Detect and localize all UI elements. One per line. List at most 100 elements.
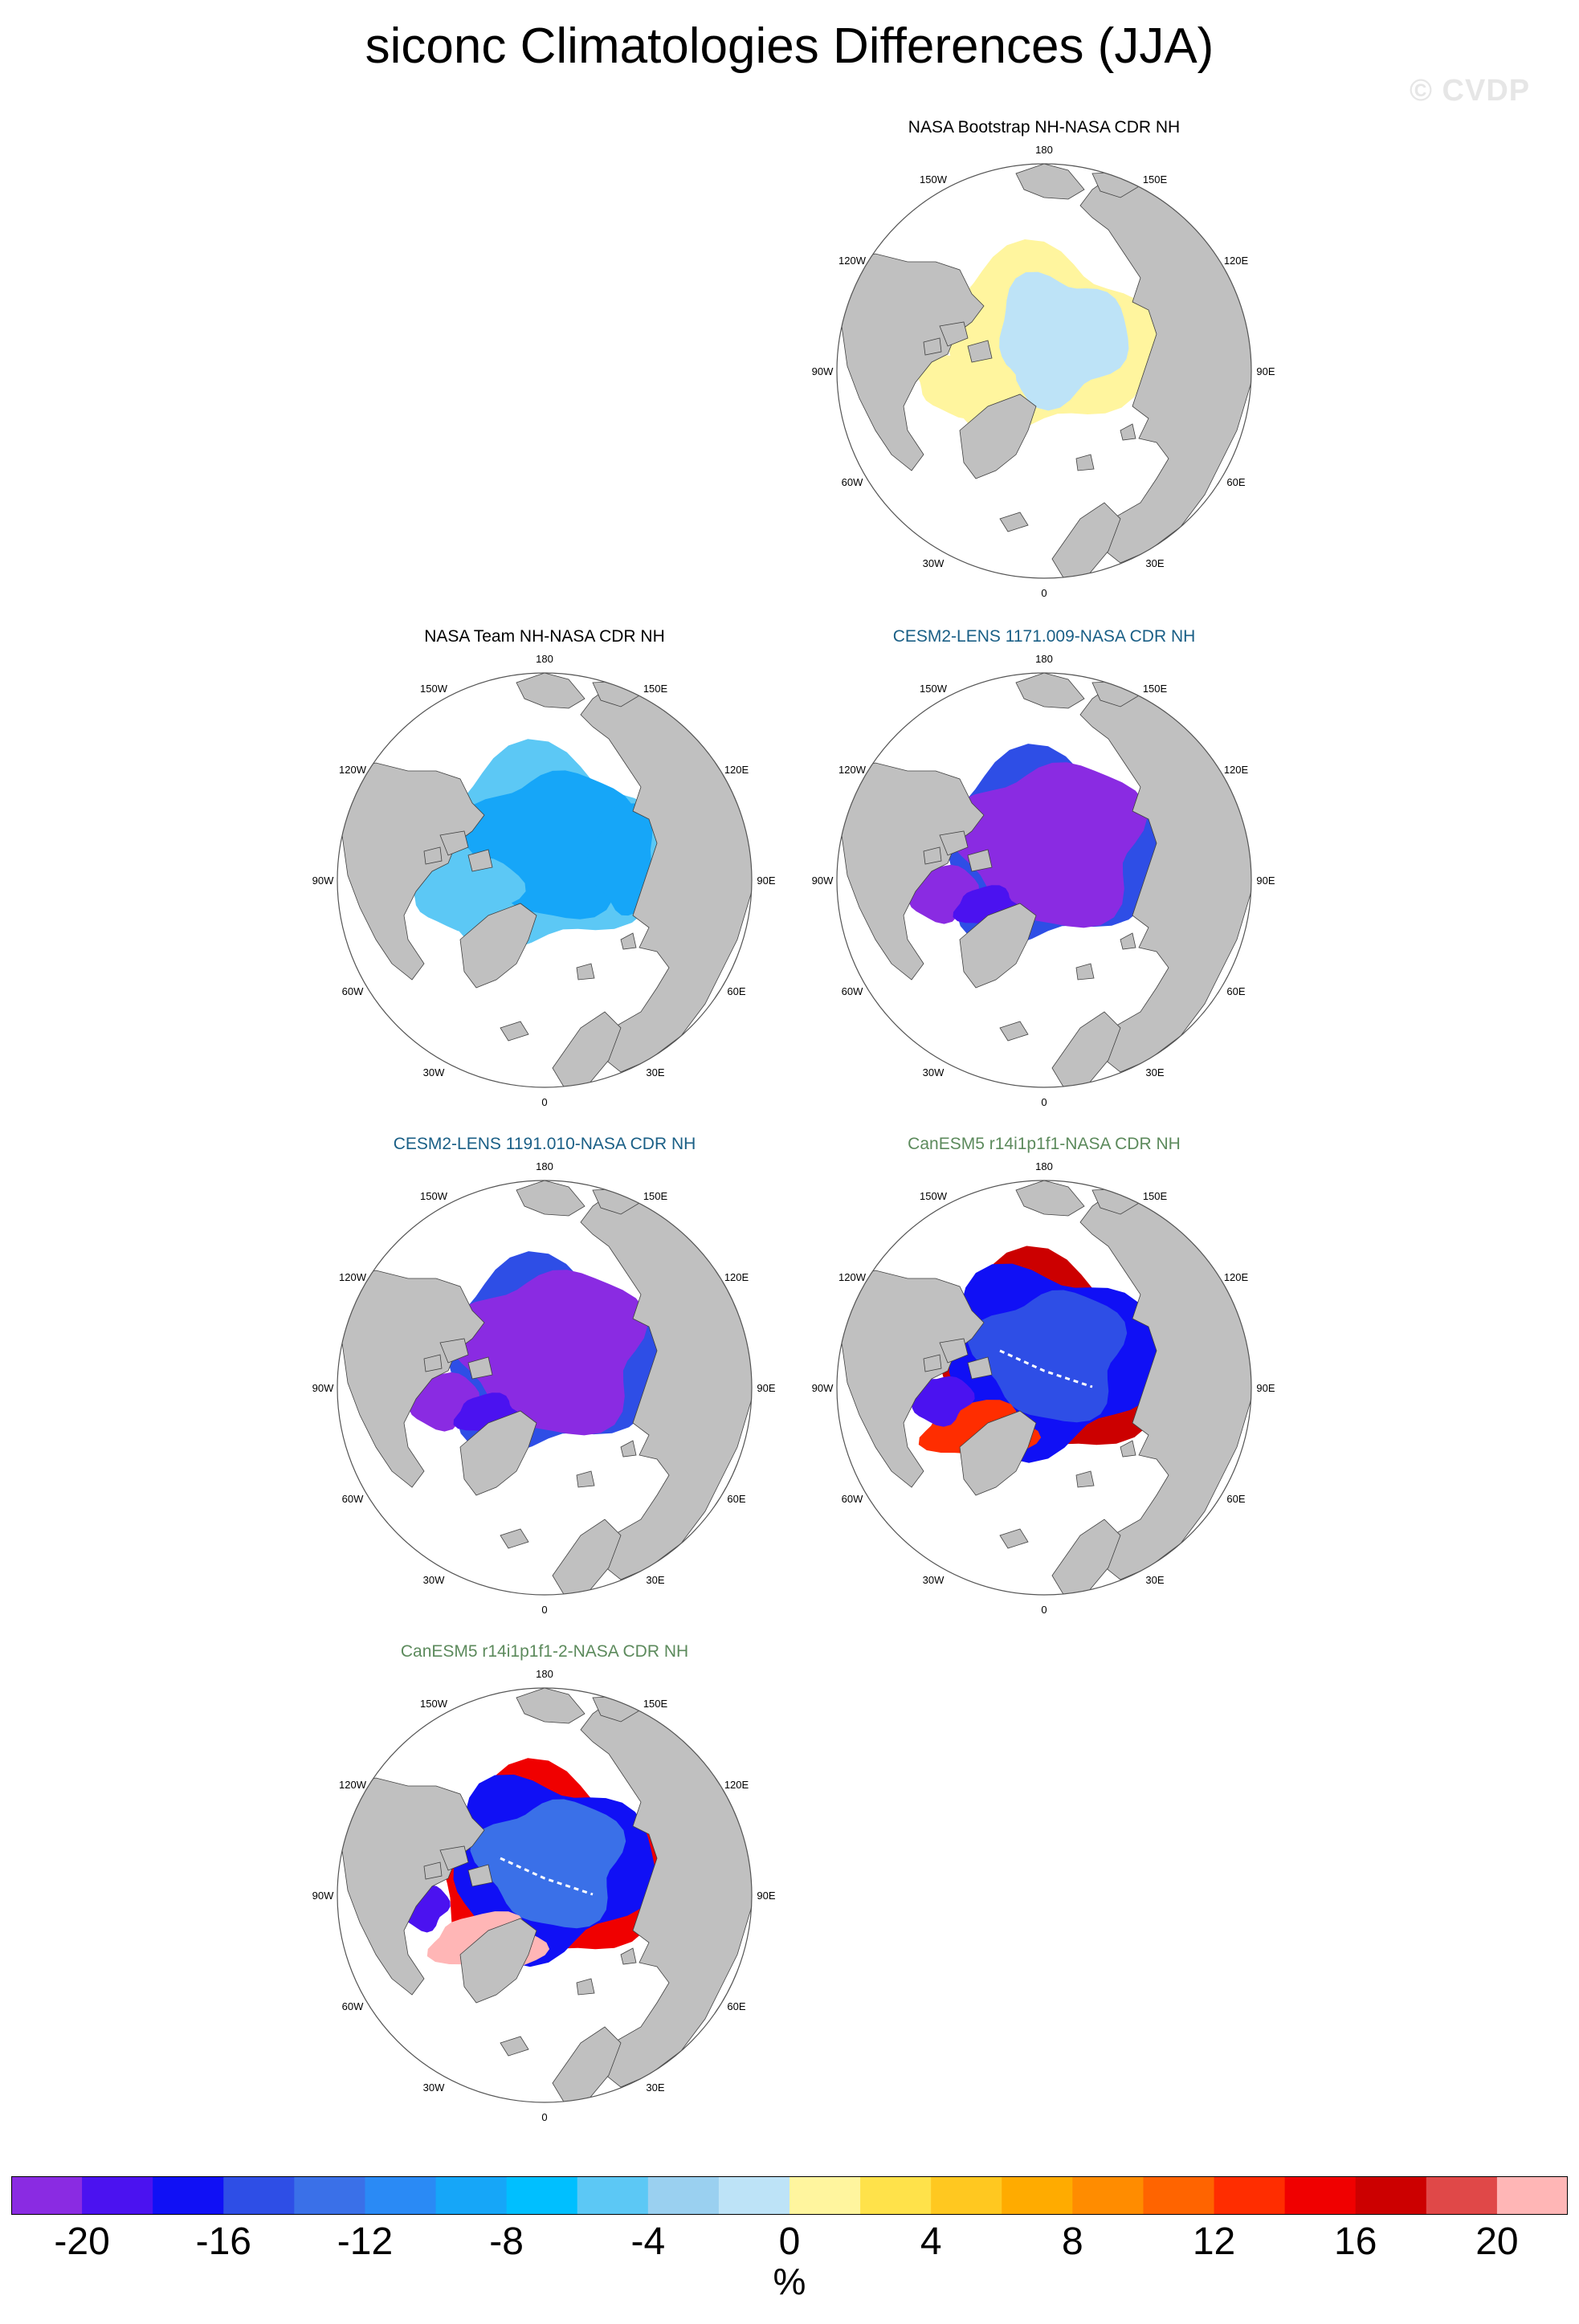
map-panel-canesm5-2: CanESM5 r14i1p1f1-2-NASA CDR NH 180 150E 1…: [304, 1641, 785, 2155]
longitude-label: 60E: [1226, 1493, 1245, 1505]
longitude-label: 30E: [1145, 1066, 1164, 1078]
longitude-label: 30E: [1145, 1574, 1164, 1586]
colorbar-swatch: [860, 2176, 932, 2215]
ice-anomaly-area: [999, 271, 1129, 411]
panel-title: CESM2-LENS 1171.009-NASA CDR NH: [892, 627, 1196, 646]
panel-title: NASA Team NH-NASA CDR NH: [424, 627, 665, 646]
panel-title: NASA Bootstrap NH-NASA CDR NH: [908, 118, 1181, 137]
longitude-label: 90E: [757, 1890, 775, 1902]
land-mass: [939, 321, 969, 347]
longitude-label: 180: [536, 1160, 553, 1172]
longitude-label: 150W: [920, 683, 948, 695]
longitude-label: 120W: [339, 1779, 367, 1791]
land-mass: [841, 253, 985, 471]
colorbar-swatch: [1355, 2176, 1427, 2215]
colorbar-swatch: [223, 2176, 295, 2215]
land-mass: [841, 762, 985, 981]
land-mass: [459, 1410, 537, 1496]
colorbar-tick-label: -4: [630, 2220, 666, 2263]
land-mass: [923, 846, 942, 865]
colorbar-units: %: [773, 2261, 806, 2302]
map-boundary: [836, 672, 1252, 1088]
colorbar-swatch: [931, 2176, 1002, 2215]
colorbar-swatch: [1143, 2176, 1215, 2215]
land-mass: [459, 1918, 537, 2004]
map-boundary: [337, 672, 753, 1088]
longitude-label: 30W: [923, 1066, 945, 1078]
longitude-label: 150E: [643, 1190, 668, 1202]
colorbar-swatch: [82, 2176, 153, 2215]
land-mass: [1015, 164, 1085, 200]
land-mass: [1015, 673, 1085, 709]
colorbar-tick-label: 4: [920, 2220, 942, 2263]
land-mass: [576, 1978, 595, 1996]
longitude-label: 120W: [339, 1271, 367, 1283]
ice-anomaly-area: [914, 352, 1017, 420]
land-mass: [423, 846, 443, 865]
map-boundary: [836, 1180, 1252, 1596]
longitude-label: 30W: [423, 2081, 445, 2094]
land-mass: [967, 849, 993, 872]
land-mass: [620, 1947, 637, 1965]
land-mass: [923, 337, 942, 356]
longitude-label: 60E: [1226, 985, 1245, 997]
longitude-label: 150W: [420, 1190, 448, 1202]
land-mass: [1120, 1440, 1136, 1458]
longitude-label: 30W: [923, 557, 945, 569]
land-mass: [1015, 1180, 1085, 1217]
longitude-label: 120E: [1224, 1271, 1249, 1283]
land-mass: [580, 682, 752, 1073]
colorbar-tick-label: 8: [1062, 2220, 1083, 2263]
longitude-label: 150E: [1143, 683, 1168, 695]
longitude-label: 60W: [342, 985, 364, 997]
land-mass: [1051, 502, 1121, 578]
longitude-label: 30W: [423, 1574, 445, 1586]
land-mass: [439, 1338, 469, 1364]
land-mass: [967, 1356, 993, 1380]
colorbar-tick-label: -20: [54, 2220, 110, 2263]
land-mass: [423, 1354, 443, 1372]
longitude-label: 0: [1041, 1604, 1047, 1616]
land-mass: [576, 963, 595, 981]
panel-title: CanESM5 r14i1p1f1-2-NASA CDR NH: [400, 1642, 689, 1661]
land-mass: [620, 932, 637, 950]
polar-map: 180 150E 120E 90E 60E 30E 0 30W 60W 90W 120W 150W: [312, 653, 776, 1108]
colorbar-swatch: [718, 2176, 790, 2215]
land-mass: [959, 903, 1037, 989]
land-mass: [999, 1528, 1029, 1549]
colorbar-tick-label: 0: [778, 2220, 801, 2263]
polar-map: 180 150E 120E 90E 60E 30E 0 30W 60W 90W 120W 150W: [812, 144, 1275, 599]
longitude-label: 90E: [757, 875, 775, 887]
land-mass: [1079, 173, 1251, 564]
map-panel-nasa-bootstrap: NASA Bootstrap NH-NASA CDR NH 180 150E 120…: [803, 117, 1285, 631]
land-mass: [423, 1861, 443, 1880]
panel-title: CESM2-LENS 1191.010-NASA CDR NH: [393, 1135, 696, 1153]
longitude-label: 30E: [646, 2081, 664, 2094]
land-mass: [1079, 682, 1251, 1073]
longitude-label: 60E: [727, 985, 745, 997]
land-mass: [341, 1777, 485, 1996]
longitude-label: 150E: [1143, 173, 1168, 186]
land-mass: [999, 512, 1029, 532]
polar-map: 180 150E 120E 90E 60E 30E 0 30W 60W 90W 120W 150W: [312, 1668, 776, 2123]
land-mass: [439, 830, 469, 856]
longitude-label: 120E: [1224, 255, 1249, 267]
longitude-label: 120E: [724, 764, 749, 776]
land-mass: [516, 673, 585, 709]
longitude-label: 150W: [420, 683, 448, 695]
map-boundary: [337, 1180, 753, 1596]
longitude-label: 90E: [1256, 365, 1275, 377]
colorbar-swatch: [1214, 2176, 1286, 2215]
land-mass: [959, 393, 1037, 479]
ice-anomaly-area: [586, 803, 656, 916]
land-mass: [939, 830, 969, 856]
longitude-label: 120W: [838, 1271, 867, 1283]
longitude-label: 90W: [312, 1382, 334, 1394]
colorbar-tick-label: -12: [337, 2220, 394, 2263]
map-boundary: [836, 163, 1252, 579]
longitude-label: 120W: [838, 764, 867, 776]
longitude-label: 150E: [643, 1698, 668, 1710]
land-mass: [1051, 1011, 1121, 1087]
land-mass: [500, 1021, 529, 1042]
longitude-label: 150W: [920, 1190, 948, 1202]
